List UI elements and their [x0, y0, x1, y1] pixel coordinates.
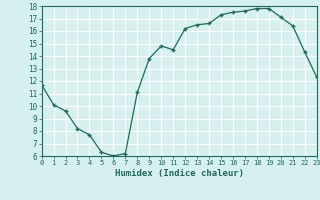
- X-axis label: Humidex (Indice chaleur): Humidex (Indice chaleur): [115, 169, 244, 178]
